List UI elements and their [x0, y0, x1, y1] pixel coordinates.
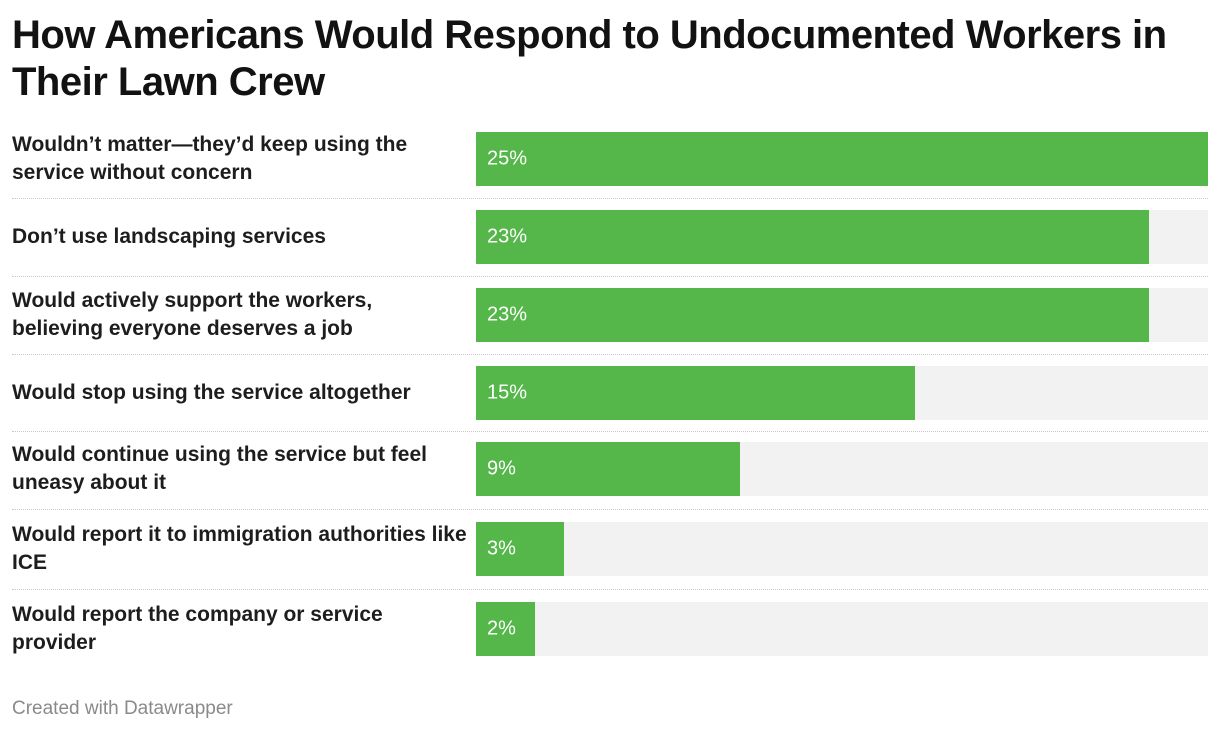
bar-row: Would actively support the workers, beli…: [12, 288, 1208, 342]
bar-value-label: 9%: [487, 457, 516, 480]
category-label: Would report it to immigration authoriti…: [12, 523, 467, 574]
bar-value-label: 2%: [487, 617, 516, 640]
category-label: Don’t use landscaping services: [12, 225, 326, 248]
category-label: Would actively support the workers, beli…: [12, 289, 373, 340]
row-divider: [12, 589, 1208, 590]
bar-row: Would report it to immigration authoriti…: [12, 522, 1208, 576]
row-divider: [12, 276, 1208, 277]
bar-track: 9%: [476, 442, 1208, 496]
bar-value-label: 15%: [487, 381, 528, 404]
bar-value-label: 3%: [487, 537, 516, 560]
category-label: Would stop using the service altogether: [12, 381, 411, 404]
bar: 25%: [476, 132, 1208, 186]
bar-track: 15%: [476, 366, 1208, 420]
bar-value-label: 23%: [487, 303, 528, 326]
bar-row: Don’t use landscaping services 23%: [12, 210, 1208, 264]
bar-value-label: 23%: [487, 225, 528, 248]
bar-track: 3%: [476, 522, 1208, 576]
category-label: Would report the company or service prov…: [12, 603, 383, 654]
bar: 15%: [476, 366, 916, 420]
bar: 9%: [476, 442, 740, 496]
bar-track: 23%: [476, 288, 1208, 342]
category-label: Would continue using the service but fee…: [12, 443, 427, 494]
bar-track: 25%: [476, 132, 1208, 186]
bar-row: Would continue using the service but fee…: [12, 442, 1208, 496]
bar: 23%: [476, 288, 1150, 342]
bar-row: Would stop using the service altogether 1…: [12, 366, 1208, 420]
bar-value-label: 25%: [487, 147, 528, 170]
bar: 2%: [476, 602, 535, 656]
bar: 23%: [476, 210, 1150, 264]
bar: 3%: [476, 522, 564, 576]
chart-title: How Americans Would Respond to Undocumen…: [12, 13, 1167, 104]
category-label: Wouldn’t matter—they’d keep using the se…: [12, 133, 408, 184]
bar-row: Wouldn’t matter—they’d keep using the se…: [12, 132, 1208, 186]
datawrapper-credit: Created with Datawrapper: [12, 698, 233, 719]
row-divider: [12, 509, 1208, 510]
bar-track: 23%: [476, 210, 1208, 264]
row-divider: [12, 354, 1208, 355]
bar-track: 2%: [476, 602, 1208, 656]
row-divider: [12, 431, 1208, 432]
bar-row: Would report the company or service prov…: [12, 602, 1208, 656]
row-divider: [12, 198, 1208, 199]
